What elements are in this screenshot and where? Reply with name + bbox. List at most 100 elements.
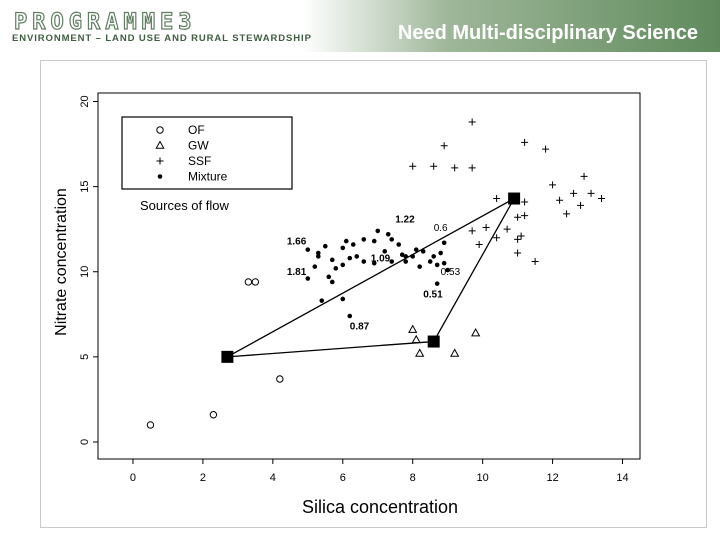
sources-of-flow-annotation: Sources of flow xyxy=(140,198,229,213)
mixture-point xyxy=(329,257,335,263)
mixture-point xyxy=(340,245,346,251)
mixture-point xyxy=(434,281,440,286)
data-points xyxy=(146,118,606,429)
end-member-square xyxy=(427,335,440,348)
gw-point xyxy=(415,348,425,357)
ssf-point xyxy=(468,164,476,172)
gw-point xyxy=(470,328,481,337)
legend-gw-marker xyxy=(155,140,165,149)
ssf-point xyxy=(468,118,476,126)
mixture-point xyxy=(340,262,346,268)
mixture-point xyxy=(389,259,395,264)
legend-gw-label: GW xyxy=(188,139,209,153)
logo-tagline: ENVIRONMENT – LAND USE AND RURAL STEWARD… xyxy=(12,33,312,44)
mixture-point xyxy=(413,247,419,252)
mixture-point xyxy=(427,259,433,264)
x-tick-label: 6 xyxy=(340,472,346,484)
y-axis: 0 5 10 15 20 xyxy=(79,95,98,445)
of-point xyxy=(146,421,155,429)
mixing-triangle xyxy=(227,197,515,358)
point-value-label: 1.81 xyxy=(287,267,307,278)
y-axis-label: Nitrate concentration xyxy=(53,188,70,336)
mixture-point xyxy=(371,260,377,266)
legend-of-marker xyxy=(156,126,164,134)
end-member-square xyxy=(508,192,521,205)
end-member-markers xyxy=(221,192,521,363)
x-axis-label: Silica concentration xyxy=(301,497,459,517)
gw-point xyxy=(408,324,418,333)
mixture-point xyxy=(315,250,321,256)
mixture-point xyxy=(420,249,426,254)
ssf-point xyxy=(514,235,522,243)
x-tick-label: 2 xyxy=(200,472,206,484)
of-point xyxy=(251,278,260,286)
mixture-point xyxy=(396,242,402,247)
ssf-point xyxy=(598,195,606,203)
plot-frame xyxy=(97,92,641,460)
x-tick-label: 8 xyxy=(410,472,416,484)
ssf-point xyxy=(514,213,522,221)
mixture-point xyxy=(441,260,447,266)
mixture-point xyxy=(305,276,311,281)
y-tick-label: 5 xyxy=(79,354,91,360)
ssf-point xyxy=(409,162,417,170)
ssf-point xyxy=(475,241,483,249)
ssf-point xyxy=(493,195,501,203)
legend-mixture-marker xyxy=(157,174,163,179)
chart-panel xyxy=(40,60,707,528)
ssf-point xyxy=(521,198,529,206)
ssf-point xyxy=(531,258,539,266)
mixture-point xyxy=(434,262,440,268)
ssf-point xyxy=(549,181,557,189)
mixture-point xyxy=(417,264,423,269)
ssf-point xyxy=(482,223,490,231)
legend-ssf-marker xyxy=(156,157,164,165)
mixture-point xyxy=(340,296,346,302)
ssf-point xyxy=(570,189,578,197)
ssf-point xyxy=(563,210,571,218)
point-value-label: 1.09 xyxy=(371,254,391,265)
slide-title: Need Multi-disciplinary Science xyxy=(397,22,698,44)
ssf-point xyxy=(587,189,595,197)
x-axis: 0 2 4 6 8 10 12 14 xyxy=(130,459,629,484)
mixture-point xyxy=(361,237,367,242)
programme3-logo: PROGRAMME3 xyxy=(13,9,197,35)
y-tick-label: 20 xyxy=(79,95,91,107)
ssf-point xyxy=(580,172,588,180)
gw-point xyxy=(450,348,460,357)
x-tick-label: 14 xyxy=(616,472,628,484)
mixture-point xyxy=(403,254,409,259)
point-value-label: 1.22 xyxy=(395,214,415,225)
mixture-point xyxy=(354,254,360,259)
mixing-line xyxy=(227,340,434,358)
mixture-point xyxy=(445,267,450,273)
mixture-point xyxy=(319,298,325,303)
gw-point xyxy=(411,334,421,344)
mixture-point xyxy=(343,238,349,244)
mixture-point xyxy=(322,243,328,249)
legend-ssf-label: SSF xyxy=(188,154,211,168)
y-tick-label: 0 xyxy=(79,439,91,445)
ssf-point xyxy=(577,201,585,209)
ssf-point xyxy=(468,227,476,235)
mixture-point xyxy=(315,254,321,259)
mixture-point xyxy=(441,240,447,246)
mixture-point xyxy=(347,255,353,261)
mixture-point xyxy=(305,247,311,252)
mixture-point xyxy=(326,274,332,280)
ssf-point xyxy=(503,225,511,233)
mixture-point xyxy=(389,237,395,242)
point-labels: 1.22 0.6 1.66 1.09 1.81 0.53 0.51 0.87 xyxy=(287,214,461,332)
point-value-label: 1.66 xyxy=(287,237,307,248)
mixture-point xyxy=(385,231,391,237)
point-value-label: 0.87 xyxy=(350,322,370,333)
mixture-point xyxy=(333,266,339,271)
mixture-point xyxy=(410,254,416,259)
ssf-point xyxy=(440,142,448,150)
legend-box xyxy=(121,116,293,190)
mixture-point xyxy=(382,249,388,254)
ssf-point xyxy=(451,164,459,172)
of-point xyxy=(244,278,253,286)
